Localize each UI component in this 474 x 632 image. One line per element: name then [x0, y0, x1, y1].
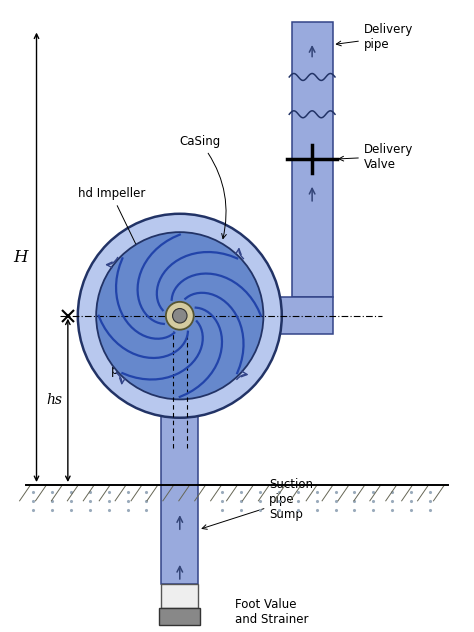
- Text: Delivery
pipe: Delivery pipe: [337, 23, 413, 51]
- Text: eye &
pump: eye & pump: [110, 349, 145, 377]
- Polygon shape: [161, 369, 199, 585]
- Polygon shape: [161, 585, 199, 608]
- Text: hd Impeller: hd Impeller: [78, 187, 151, 275]
- Circle shape: [96, 232, 264, 399]
- Text: H: H: [13, 249, 27, 266]
- Polygon shape: [159, 608, 201, 625]
- Circle shape: [166, 302, 194, 330]
- Circle shape: [78, 214, 282, 418]
- Polygon shape: [236, 297, 333, 334]
- Text: Delivery
Valve: Delivery Valve: [339, 143, 413, 171]
- Text: CaSing: CaSing: [179, 135, 226, 238]
- Text: Foot Value
and Strainer: Foot Value and Strainer: [235, 598, 308, 626]
- Text: Suction
pipe
Sump: Suction pipe Sump: [202, 478, 313, 529]
- Text: hs: hs: [46, 393, 62, 408]
- Polygon shape: [292, 22, 333, 297]
- Circle shape: [173, 308, 187, 323]
